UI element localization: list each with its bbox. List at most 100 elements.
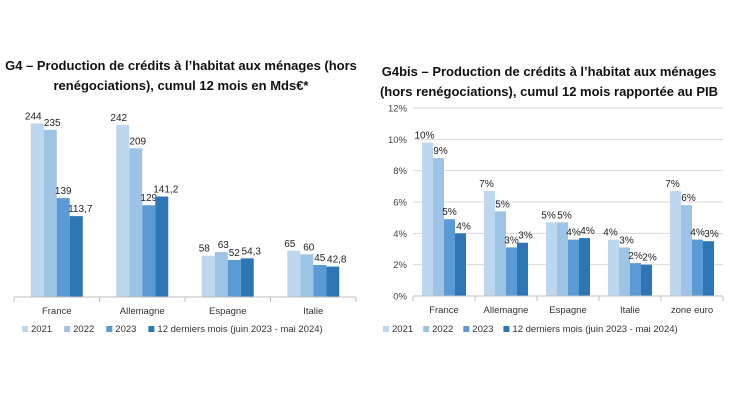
g4-data-label: 235 [44, 118, 61, 129]
g4-legend-label: 2022 [73, 324, 94, 335]
g4bis-data-label: 4% [603, 228, 618, 239]
g4bis-bar [568, 239, 579, 296]
g4-category-label: Espagne [209, 306, 247, 317]
g4bis-legend-label: 2021 [392, 324, 413, 335]
g4bis-bar [703, 241, 714, 296]
g4-data-label: 60 [303, 242, 315, 253]
g4bis-bar [495, 211, 506, 296]
g4bis-data-label: 4% [456, 221, 471, 232]
g4-bar [69, 216, 83, 297]
g4bis-category-label: Allemagne [484, 305, 529, 316]
g4bis-data-label: 2% [628, 251, 643, 262]
g4-bar [287, 250, 301, 297]
g4bis-bar [546, 222, 557, 296]
g4-bar [227, 260, 241, 297]
g4bis-bar [619, 247, 630, 296]
g4bis-data-label: 4% [580, 226, 595, 237]
g4-legend-label: 12 derniers mois (juin 2023 - mai 2024) [157, 324, 322, 335]
g4bis-bar [444, 219, 455, 296]
g4bis-bar [692, 239, 703, 296]
g4bis-data-label: 4% [566, 228, 581, 239]
g4bis-data-label: 5% [495, 199, 510, 210]
g4-bar [30, 123, 44, 297]
g4-data-label: 139 [55, 186, 72, 197]
g4-data-label: 209 [129, 136, 146, 147]
g4bis-category-label: France [429, 305, 459, 316]
g4bis-data-label: 7% [479, 179, 494, 190]
g4bis-data-label: 4% [690, 228, 705, 239]
g4-bar [116, 124, 130, 297]
g4bis-bar [579, 238, 590, 296]
g4-data-label: 244 [25, 111, 42, 122]
g4bis-bar [641, 264, 652, 296]
g4-legend-swatch [22, 326, 28, 332]
g4bis-ytick-label: 12% [388, 104, 408, 115]
chart-g4-panel: G4 – Production de crédits à l’habitat a… [5, 58, 357, 335]
g4-legend-swatch [106, 326, 113, 332]
g4-data-label: 242 [110, 113, 127, 124]
g4bis-data-label: 5% [557, 210, 572, 221]
g4-bar [142, 205, 156, 297]
g4bis-category-label: zone euro [671, 305, 713, 316]
g4bis-bar [517, 242, 528, 296]
g4-data-label: 54,3 [242, 246, 262, 257]
g4bis-legend-label: 2022 [432, 324, 453, 335]
g4bis-legend-label: 12 derniers mois (juin 2023 - mai 2024) [512, 324, 677, 335]
g4-legend-label: 2023 [115, 324, 136, 335]
g4bis-bar [557, 222, 568, 296]
g4bis-bar [630, 263, 641, 296]
g4-bar [326, 266, 340, 297]
g4bis-data-label: 5% [442, 207, 457, 218]
g4bis-data-label: 6% [681, 193, 696, 204]
g4-bar [43, 129, 57, 297]
g4-data-label: 113,7 [68, 204, 93, 215]
chart-g4bis-panel: G4bis – Production de crédits à l’habita… [365, 0, 730, 410]
g4bis-data-label: 2% [642, 253, 657, 264]
g4bis-ytick-label: 8% [393, 166, 407, 177]
g4-bar [300, 254, 314, 297]
g4-data-label: 65 [284, 239, 296, 250]
g4-bar [240, 258, 254, 297]
g4-data-label: 129 [140, 193, 157, 204]
g4-bar [313, 264, 327, 297]
g4bis-category-label: Espagne [549, 305, 587, 316]
g4bis-ytick-label: 4% [393, 229, 407, 240]
g4bis-legend-swatch [383, 326, 389, 332]
g4bis-data-label: 9% [433, 146, 448, 157]
g4-bar [201, 255, 215, 297]
g4-bar [56, 198, 70, 297]
g4-bar [129, 148, 143, 297]
g4bis-ytick-label: 0% [393, 292, 407, 303]
g4-legend-swatch [148, 326, 155, 332]
g4bis-legend-swatch [423, 326, 430, 332]
g4bis-bar [681, 205, 692, 296]
g4bis-data-label: 3% [518, 231, 533, 242]
g4bis-data-label: 3% [619, 235, 634, 246]
g4-legend-label: 2021 [31, 324, 52, 335]
chart-g4-title: G4 – Production de crédits à l’habitat a… [5, 58, 357, 93]
g4bis-legend-swatch [463, 326, 470, 332]
g4-data-label: 52 [229, 248, 241, 259]
g4bis-bar [455, 233, 466, 296]
g4-category-label: France [42, 306, 72, 317]
g4-legend-swatch [64, 326, 71, 332]
g4bis-ytick-label: 6% [393, 198, 407, 209]
g4bis-data-label: 5% [541, 210, 556, 221]
chart-g4bis-svg: 0%2%4%6%8%10%12%10%7%5%4%7%9%5%5%3%6%5%3… [383, 104, 724, 335]
g4bis-legend-swatch [503, 326, 510, 332]
g4-bar [155, 196, 169, 297]
chart-g4bis-title: G4bis – Production de crédits à l’habita… [379, 64, 719, 99]
g4bis-ytick-label: 2% [393, 260, 407, 271]
g4-data-label: 45 [314, 253, 326, 264]
g4bis-bar [670, 191, 681, 296]
g4-category-label: Italie [303, 306, 323, 317]
g4bis-bar [484, 191, 495, 296]
g4bis-ytick-label: 10% [388, 135, 408, 146]
g4bis-bar [608, 239, 619, 296]
g4bis-data-label: 10% [414, 130, 434, 141]
g4-data-label: 58 [199, 244, 211, 255]
chart-g4-svg: 244 242 58 65 235 209 63 60 139 129 52 45 113,7 141,2… [13, 111, 357, 335]
g4-bar [214, 252, 228, 297]
g4bis-bar [422, 142, 433, 296]
g4bis-data-label: 3% [504, 235, 519, 246]
